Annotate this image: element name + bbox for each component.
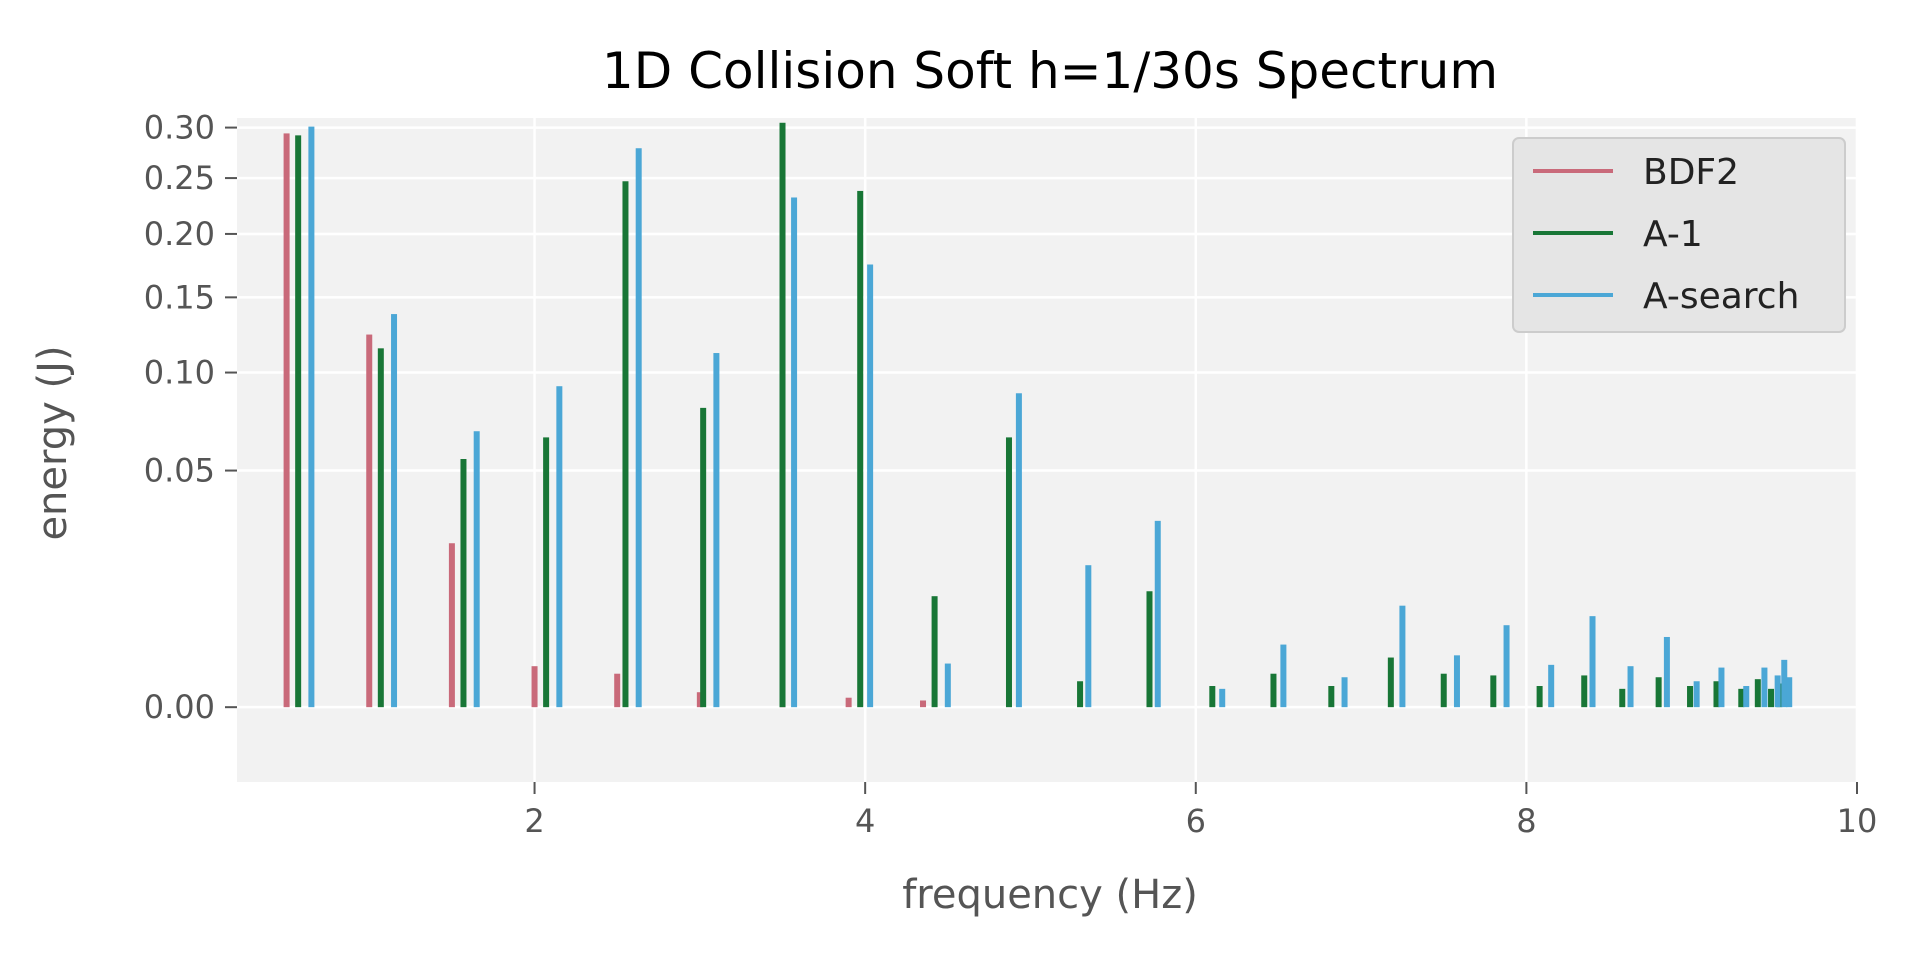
bar-a-1 [377, 348, 384, 708]
bar-a-search [713, 353, 720, 708]
bar-a-1 [1768, 688, 1775, 708]
bar-bdf2 [920, 700, 927, 708]
x-tick-label: 8 [1516, 802, 1536, 840]
y-axis-title: energy (J) [30, 345, 76, 540]
bar-a-search [1781, 659, 1788, 708]
x-tick-label: 2 [524, 802, 544, 840]
bar-a-1 [1619, 688, 1626, 708]
bar-a-1 [1005, 437, 1012, 708]
bar-a-search [1503, 625, 1510, 708]
bar-a-search [1627, 666, 1634, 708]
bar-a-1 [931, 596, 938, 708]
bar-a-1 [1387, 657, 1394, 708]
legend: BDF2 A-1 A-search [1512, 137, 1846, 333]
bar-a-search [1693, 681, 1700, 708]
bar-a-1 [1209, 686, 1216, 708]
bar-a-1 [543, 437, 550, 708]
bar-a-1 [1536, 686, 1543, 708]
bar-bdf2 [845, 697, 852, 708]
y-tick-label: 0.25 [144, 159, 215, 197]
legend-box [1512, 137, 1846, 333]
bar-bdf2 [531, 666, 538, 708]
bar-a-1 [1328, 686, 1335, 708]
y-tick-label: 0.30 [144, 109, 215, 147]
bar-a-1 [857, 190, 864, 708]
bar-a-1 [700, 407, 707, 708]
bar-a-search [635, 148, 642, 708]
bar-a-1 [1581, 675, 1588, 708]
bar-a-1 [1687, 686, 1694, 708]
bar-a-search [1743, 686, 1750, 708]
bar-a-1 [1146, 591, 1153, 708]
bar-bdf2 [448, 543, 455, 708]
y-tick-label: 0.00 [144, 688, 215, 726]
bar-a-search [1761, 667, 1768, 708]
bar-bdf2 [283, 133, 290, 708]
bar-a-search [1015, 393, 1022, 708]
bar-a-search [1085, 565, 1092, 708]
bar-a-search [791, 197, 798, 708]
bar-bdf2 [366, 334, 373, 708]
bars [283, 122, 1793, 708]
bar-a-1 [1655, 677, 1662, 708]
x-tick-label: 4 [855, 802, 875, 840]
legend-label: A-search [1643, 276, 1799, 317]
bar-a-1 [295, 135, 302, 708]
bar-bdf2 [696, 692, 703, 708]
bar-a-1 [460, 459, 467, 708]
bar-a-1 [1713, 681, 1720, 708]
bar-a-search [1280, 644, 1287, 708]
bar-a-search [1219, 688, 1226, 708]
bar-bdf2 [614, 673, 621, 708]
bar-a-1 [1490, 675, 1497, 708]
bar-a-1 [1738, 688, 1745, 708]
bar-a-search [1548, 664, 1555, 708]
bar-a-search [391, 314, 398, 708]
bar-a-search [1341, 677, 1348, 708]
bar-a-search [1718, 667, 1725, 708]
bar-a-search [1154, 520, 1161, 708]
bar-a-search [473, 431, 480, 708]
bar-a-search [1399, 605, 1406, 708]
bar-a-search [1663, 636, 1670, 708]
bar-a-1 [1077, 681, 1084, 708]
bar-a-search [1786, 677, 1793, 708]
bar-a-1 [622, 181, 629, 708]
bar-a-1 [1754, 679, 1761, 708]
legend-label: BDF2 [1643, 152, 1739, 193]
bar-a-1 [779, 122, 786, 708]
bar-a-search [308, 126, 315, 708]
bar-a-1 [1440, 673, 1447, 708]
bar-a-search [867, 264, 874, 708]
x-tick-label: 10 [1837, 802, 1878, 840]
bar-a-search [1589, 616, 1596, 708]
bar-a-search [556, 386, 563, 708]
bar-a-search [944, 663, 951, 708]
y-tick-label: 0.20 [144, 215, 215, 253]
chart-title: 1D Collision Soft h=1/30s Spectrum [602, 42, 1498, 100]
bar-a-search [1774, 675, 1781, 708]
bar-a-search [1453, 655, 1460, 708]
bar-a-1 [1270, 673, 1277, 708]
legend-label: A-1 [1643, 214, 1703, 255]
axis-ticks: 0.00 0.05 0.10 0.15 0.20 0.25 0.30 2 4 6 8 10 [144, 109, 1878, 840]
y-tick-label: 0.10 [144, 354, 215, 392]
x-axis-title: frequency (Hz) [902, 872, 1198, 918]
x-tick-label: 6 [1186, 802, 1206, 840]
y-tick-label: 0.05 [144, 452, 215, 490]
y-tick-label: 0.15 [144, 278, 215, 316]
